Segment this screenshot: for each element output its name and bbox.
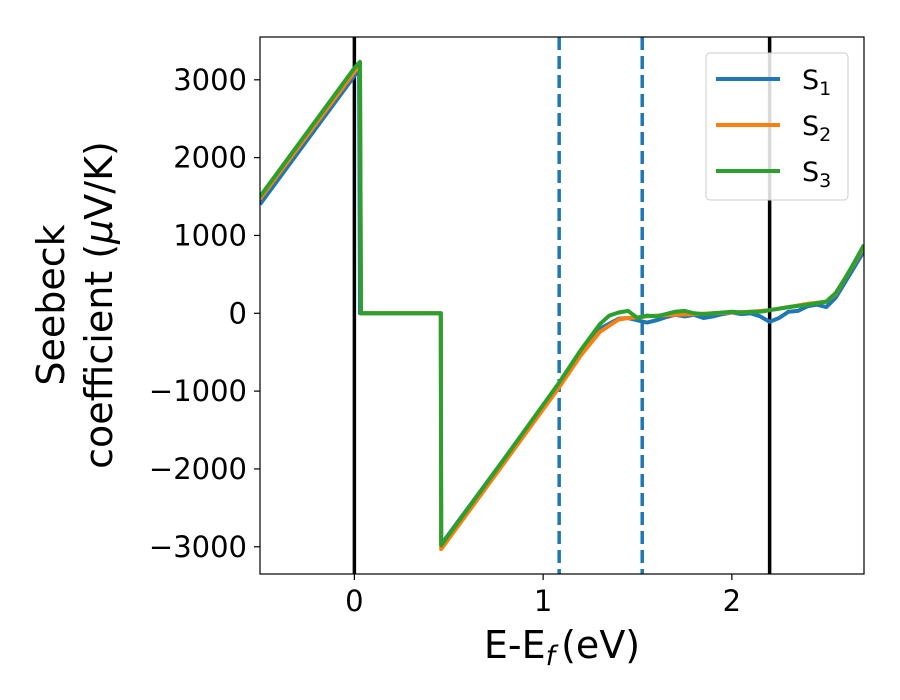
series-line-s3 [260,59,864,548]
x-axis-ticks: 0 1 2 [345,574,741,618]
legend-label-s1: S1 [802,65,831,100]
legend-label-s3: S3 [802,157,831,192]
x-tick-label: 2 [723,584,741,618]
plot-frame [259,36,865,575]
y-tick-label: 3000 [173,63,247,97]
y-tick-label: −1000 [149,374,247,408]
x-tick-label: 1 [534,584,552,618]
y-tick-label: −3000 [149,530,247,564]
legend-label-s2: S2 [802,111,831,146]
x-axis-title: E-Ef (eV) [484,623,640,672]
y-axis-title: Seebeck coefficient (μV/K) [29,141,121,469]
series-lines [260,59,864,552]
y-axis-title-line2: coefficient (μV/K) [77,141,121,469]
y-axis-title-line1: Seebeck [29,224,73,385]
legend: S1 S2 S3 [705,52,849,201]
y-tick-label: 1000 [173,218,247,252]
y-tick-label: 0 [229,296,247,330]
y-axis-ticks: −3000 −2000 −1000 0 1000 2000 3000 [149,63,260,564]
y-tick-label: 2000 [173,141,247,175]
y-tick-label: −2000 [149,452,247,486]
x-tick-label: 0 [345,584,363,618]
